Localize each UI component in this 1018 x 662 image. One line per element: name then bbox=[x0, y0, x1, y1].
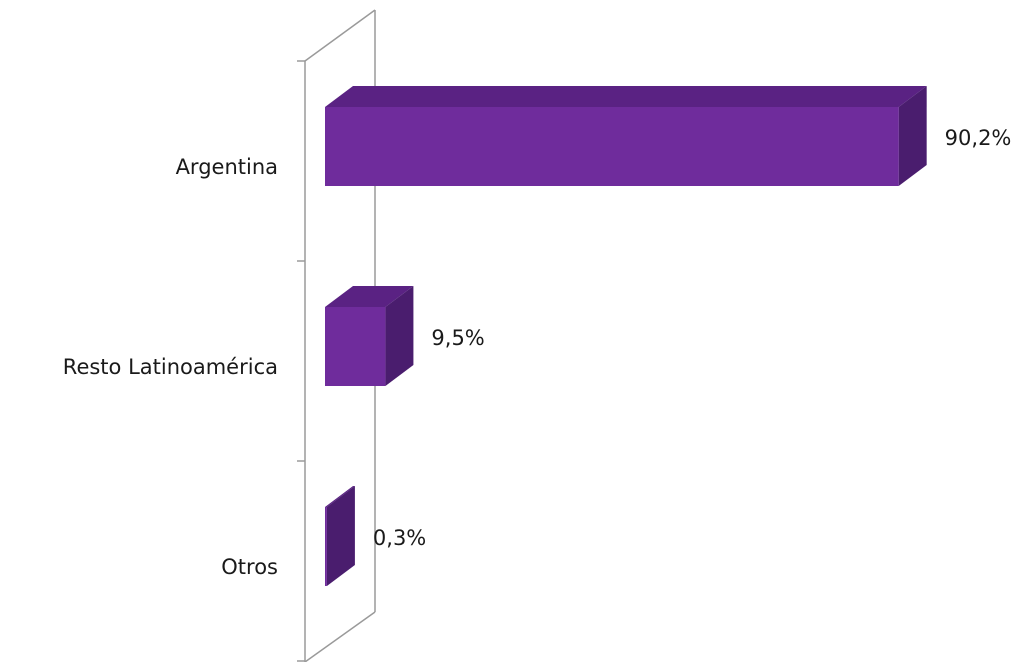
category-label-resto-latinoamerica: Resto Latinoamérica bbox=[63, 355, 278, 379]
bar-front-face bbox=[325, 107, 899, 186]
axis-wall-bottom-edge bbox=[304, 611, 376, 662]
bar-top-face bbox=[325, 86, 927, 107]
bar-top-face bbox=[325, 286, 414, 307]
bars-group bbox=[325, 86, 927, 586]
category-label-argentina: Argentina bbox=[176, 155, 278, 179]
value-label-resto-latinoamerica: 9,5% bbox=[431, 326, 484, 350]
bar-side-face bbox=[385, 286, 414, 386]
category-label-otros: Otros bbox=[221, 555, 278, 579]
bar-front-face bbox=[325, 307, 386, 386]
labels-group: Argentina 90,2% Resto Latinoamérica 9,5% Otr… bbox=[63, 126, 1012, 579]
value-label-otros: 0,3% bbox=[373, 526, 426, 550]
bar-otros bbox=[325, 486, 355, 586]
value-label-argentina: 90,2% bbox=[945, 126, 1012, 150]
bar-side-face bbox=[326, 486, 355, 586]
bar-resto-latinoamerica bbox=[325, 286, 414, 386]
bar-argentina bbox=[325, 86, 927, 186]
axis-wall-top-edge bbox=[304, 9, 376, 62]
bar-front-face bbox=[325, 507, 327, 586]
bar-top-face bbox=[325, 486, 355, 507]
bar-side-face bbox=[898, 86, 927, 186]
